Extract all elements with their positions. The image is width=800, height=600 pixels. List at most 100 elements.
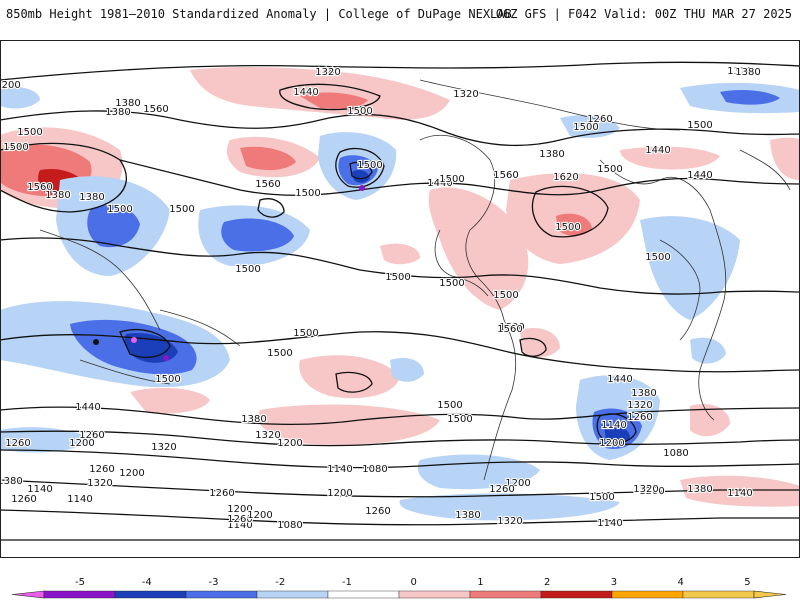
contour-label: 1200	[69, 438, 94, 449]
colorbar-tick-label: -5	[75, 577, 85, 588]
contour-label: 1380	[0, 476, 23, 487]
contour-label: 1500	[17, 127, 42, 138]
low-centers	[93, 185, 365, 361]
anomaly-positive-fill	[690, 404, 730, 437]
colorbar-tick-label: -4	[142, 577, 152, 588]
anomaly-positive-fill	[620, 146, 720, 170]
contour-label: 1380	[631, 388, 656, 399]
contour-label: 1440	[607, 374, 632, 385]
contour-label: 1500	[645, 252, 670, 263]
contour-label: 1500	[295, 188, 320, 199]
contour-label: 1620	[553, 172, 578, 183]
anomaly-fills	[0, 66, 800, 521]
anomaly-negative-fill	[0, 427, 90, 453]
anomaly-positive-fill	[556, 213, 592, 236]
contour-label: 1500	[439, 174, 464, 185]
colorbar-segment	[114, 590, 187, 599]
contour-label: 1140	[601, 420, 626, 431]
coastlines	[39, 79, 791, 481]
contour-label: 1260	[587, 114, 612, 125]
contour-label: 1140	[227, 520, 252, 531]
contour-label: 1380	[687, 484, 712, 495]
contour-label: 1260	[79, 430, 104, 441]
contour-label: 1440	[687, 170, 712, 181]
contour-label: 1320	[453, 89, 478, 100]
contour-labels: 1440132012001380150014401500156015001320…	[0, 65, 762, 532]
contour-label: 1500	[437, 400, 462, 411]
anomaly-negative-fill	[690, 337, 726, 364]
colorbar-segment	[611, 590, 684, 599]
contour-label: 1500	[555, 222, 580, 233]
contour-label: 1320	[735, 67, 760, 78]
colorbar-ticks: -5 -4 -3 -2 -1 0 1 2 3 4 5	[75, 577, 751, 588]
contour-label: 1500	[385, 272, 410, 283]
contour-label: 1380	[115, 98, 140, 109]
anomaly-negative-fill	[0, 86, 40, 109]
contour-label: 1320	[87, 478, 112, 489]
contour-label: 1200	[0, 80, 21, 91]
colorbar-segment	[327, 590, 400, 599]
colorbar-tick-label: 2	[544, 577, 550, 588]
contour-label: 1260	[209, 488, 234, 499]
contour-label: 1500	[589, 492, 614, 503]
contour-label: 1200	[599, 438, 624, 449]
colorbar-segment	[469, 590, 542, 599]
contour-label: 1320	[497, 516, 522, 527]
contour-label: 1440	[645, 145, 670, 156]
contour-label: 1200	[247, 510, 272, 521]
contour-label: 1260	[627, 412, 652, 423]
colorbar-tick-label: -3	[208, 577, 218, 588]
contour-label: 1560	[27, 182, 52, 193]
contour-label: 1560	[497, 324, 522, 335]
contour-label: 1380	[241, 414, 266, 425]
contour-label: 1500	[235, 264, 260, 275]
low-pressure-center	[93, 339, 99, 345]
contour-label: 1440	[315, 67, 340, 78]
anomaly-positive-fill	[300, 92, 368, 109]
contour-label: 1440	[427, 178, 452, 189]
contour-label: 1320	[255, 430, 280, 441]
anomaly-negative-fill	[221, 218, 294, 252]
contour-label: 1260	[365, 506, 390, 517]
anomaly-negative-fill	[390, 357, 424, 382]
colorbar-tick-label: 4	[677, 577, 683, 588]
anomaly-negative-fill	[604, 424, 630, 445]
colorbar-segments	[11, 590, 787, 599]
contour-label: 1200	[639, 486, 664, 497]
contour-label: 1500	[169, 204, 194, 215]
contour-label: 1500	[447, 414, 472, 425]
contour-label: 1080	[362, 464, 387, 475]
contour-label: 1500	[155, 374, 180, 385]
anomaly-positive-fill	[520, 328, 560, 358]
low-pressure-center	[131, 337, 137, 343]
contour-label: 1080	[277, 520, 302, 531]
contour-label: 1200	[277, 438, 302, 449]
low-pressure-center	[359, 185, 365, 191]
colorbar-tick-label: 5	[744, 577, 750, 588]
contour-label: 1200	[505, 478, 530, 489]
contour-label: 1380	[455, 510, 480, 521]
contour-label: 1500	[347, 106, 372, 117]
anomaly-positive-fill	[428, 187, 529, 310]
contour-label: 1380	[539, 149, 564, 160]
contour-label: 1140	[727, 488, 752, 499]
anomaly-positive-fill	[258, 404, 440, 445]
contour-label: 1560	[493, 170, 518, 181]
contour-label: 1320	[627, 400, 652, 411]
contour-label: 1500	[687, 120, 712, 131]
colorbar-tick-label: 1	[477, 577, 483, 588]
colorbar-segment	[682, 590, 755, 599]
anomaly-positive-fill	[240, 146, 296, 171]
anomaly-negative-fill	[720, 90, 780, 105]
contour-label: 1140	[327, 464, 352, 475]
contour-label: 1380	[735, 67, 760, 78]
contour-label: 1260	[5, 438, 30, 449]
contour-label: 1500	[493, 290, 518, 301]
contour-label: 1320	[315, 67, 340, 78]
anomaly-negative-fill	[417, 454, 540, 490]
colorbar-extend-high	[753, 590, 787, 599]
colorbar-segment	[185, 590, 258, 599]
anomaly-positive-fill	[770, 137, 800, 180]
contour-label: 1500	[107, 204, 132, 215]
contour-label: 1380	[105, 107, 130, 118]
